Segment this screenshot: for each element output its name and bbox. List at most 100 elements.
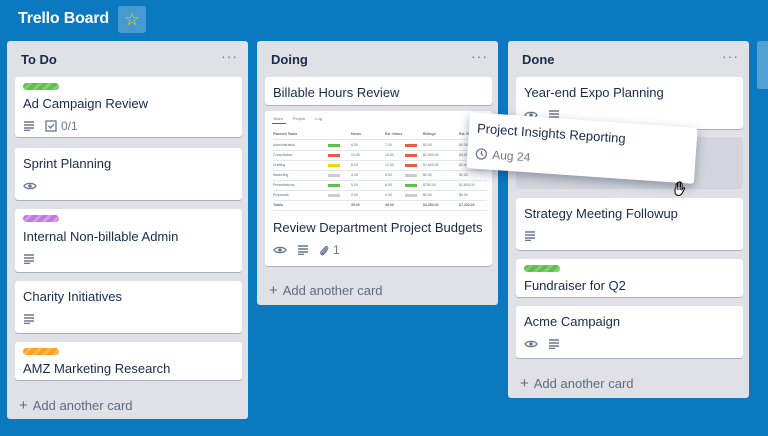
- list-menu-button[interactable]: ···: [722, 48, 739, 64]
- cover-tab: Team: [273, 116, 283, 121]
- card-title: Project Insights Reporting: [476, 120, 627, 147]
- attachment-icon: [320, 245, 329, 255]
- watch-icon: [23, 181, 37, 191]
- list-title[interactable]: Done: [522, 52, 555, 67]
- cover-cell: 7.00: [385, 143, 392, 147]
- dragging-card-project-insights-reporting[interactable]: Project Insights Reporting Aug 24: [466, 112, 698, 184]
- cover-cell: $0.00: [459, 173, 468, 177]
- plus-icon: +: [19, 397, 28, 414]
- description-icon: [23, 254, 35, 264]
- description-icon: [297, 245, 309, 255]
- list-doing: Doing ··· Billable Hours Review Team Peop…: [257, 41, 498, 305]
- card-internal-non-billable-admin[interactable]: Internal Non-billable Admin: [15, 209, 242, 272]
- card-charity-initiatives[interactable]: Charity Initiatives: [15, 281, 242, 333]
- list-header: To Do ···: [7, 41, 248, 77]
- card-title: Ad Campaign Review: [23, 96, 149, 111]
- card-strategy-meeting-followup[interactable]: Strategy Meeting Followup: [516, 198, 743, 250]
- cover-cell: Drafting: [273, 163, 286, 167]
- cover-bar: [405, 164, 417, 167]
- card-label-green[interactable]: [23, 83, 59, 90]
- next-list-edge[interactable]: [757, 41, 768, 89]
- description-icon: [524, 231, 536, 241]
- cover-cell: $0.00: [423, 193, 432, 197]
- card-amz-marketing-research[interactable]: AMZ Marketing Research: [15, 342, 242, 380]
- checklist-count: 0/1: [61, 119, 78, 133]
- description-icon: [23, 314, 35, 324]
- board-header: Trello Board ☆: [0, 0, 768, 40]
- cover-bar: [405, 154, 417, 157]
- board-title[interactable]: Trello Board: [18, 10, 109, 27]
- card-badges: [524, 228, 546, 244]
- cover-cell: 12.00: [385, 163, 394, 167]
- card-billable-hours-review[interactable]: Billable Hours Review: [265, 77, 492, 105]
- watch-icon: [273, 245, 287, 255]
- cover-row: Totals 35.00 49.00 $4,350.00 $7,200.00: [273, 202, 487, 211]
- list-menu-button[interactable]: ···: [221, 48, 238, 64]
- list-title[interactable]: To Do: [21, 52, 57, 67]
- card-badges: 0/1: [23, 118, 88, 134]
- cover-tab: People: [292, 116, 306, 121]
- card-badges: [23, 178, 47, 194]
- list-title[interactable]: Doing: [271, 52, 308, 67]
- due-date-text: Aug 24: [491, 147, 531, 165]
- cover-cell: $0.00: [459, 143, 468, 147]
- cover-cell: $0.00: [423, 173, 432, 177]
- card-title: Charity Initiatives: [23, 289, 122, 304]
- add-card-label: Add another card: [282, 283, 383, 298]
- cover-cell: $750.00: [423, 183, 436, 187]
- card-label-green[interactable]: [524, 265, 560, 272]
- cover-cell: Proposals: [273, 193, 289, 197]
- list-menu-button[interactable]: ···: [471, 48, 488, 64]
- cover-cell: 8.00: [351, 163, 358, 167]
- cover-cell: 5.00: [385, 173, 392, 177]
- card-acme-campaign[interactable]: Acme Campaign: [516, 306, 743, 358]
- cover-row: Marketing 4.00 5.00 $0.00 $0.00: [273, 172, 487, 181]
- card-title: Fundraiser for Q2: [524, 278, 626, 293]
- cover-cell: 2.00: [351, 193, 358, 197]
- card-fundraiser-for-q2[interactable]: Fundraiser for Q2: [516, 259, 743, 297]
- card-label-orange[interactable]: [23, 348, 59, 355]
- plus-icon: +: [269, 282, 278, 299]
- add-card-button[interactable]: + Add another card: [19, 397, 133, 414]
- card-title: Acme Campaign: [524, 314, 621, 329]
- attachment-badge: 1: [319, 243, 340, 257]
- cover-cell: $0.00: [459, 193, 468, 197]
- card-title: Strategy Meeting Followup: [524, 206, 678, 221]
- description-icon: [548, 110, 560, 120]
- add-card-label: Add another card: [533, 376, 634, 391]
- cover-row: Presentations 5.00 6.00 $750.00 $1,800.00: [273, 182, 487, 191]
- card-title: Year-end Expo Planning: [524, 85, 664, 100]
- list-header: Doing ···: [257, 41, 498, 77]
- card-year-end-expo-planning[interactable]: Year-end Expo Planning: [516, 77, 743, 129]
- card-ad-campaign-review[interactable]: Ad Campaign Review 0/1: [15, 77, 242, 137]
- cover-bar: [328, 194, 340, 197]
- cover-cell: Est. Hours: [385, 132, 403, 136]
- star-board-button[interactable]: ☆: [118, 6, 146, 33]
- cover-bar: [328, 144, 340, 147]
- checklist-icon: [45, 120, 57, 132]
- card-badges: 1: [273, 242, 350, 258]
- cover-cell: $1,800.00: [459, 183, 475, 187]
- cover-cell: Planned Tasks: [273, 132, 298, 136]
- cover-cell: $0.00: [423, 143, 432, 147]
- cover-cell: 35.00: [351, 203, 360, 207]
- cover-cell: $1,600.00: [423, 163, 439, 167]
- attachment-count: 1: [333, 243, 340, 257]
- card-label-purple[interactable]: [23, 215, 59, 222]
- card-sprint-planning[interactable]: Sprint Planning: [15, 148, 242, 200]
- add-card-label: Add another card: [32, 398, 133, 413]
- add-card-button[interactable]: + Add another card: [520, 375, 634, 392]
- add-card-button[interactable]: + Add another card: [269, 282, 383, 299]
- cover-cell: 10.00: [351, 153, 360, 157]
- cover-bar: [328, 184, 340, 187]
- cover-tab: Log: [315, 116, 322, 121]
- card-review-department-project-budgets[interactable]: Team People Log Planned Tasks Hours Est. Hou…: [265, 111, 492, 266]
- card-badges: [23, 251, 45, 267]
- cover-cell: $4,350.00: [423, 203, 439, 207]
- list-to-do: To Do ··· Ad Campaign Review 0/1 Sprint …: [7, 41, 248, 419]
- cover-cell: Administration: [273, 143, 296, 147]
- cover-cell: Billings: [423, 132, 436, 136]
- clock-icon: [475, 148, 487, 160]
